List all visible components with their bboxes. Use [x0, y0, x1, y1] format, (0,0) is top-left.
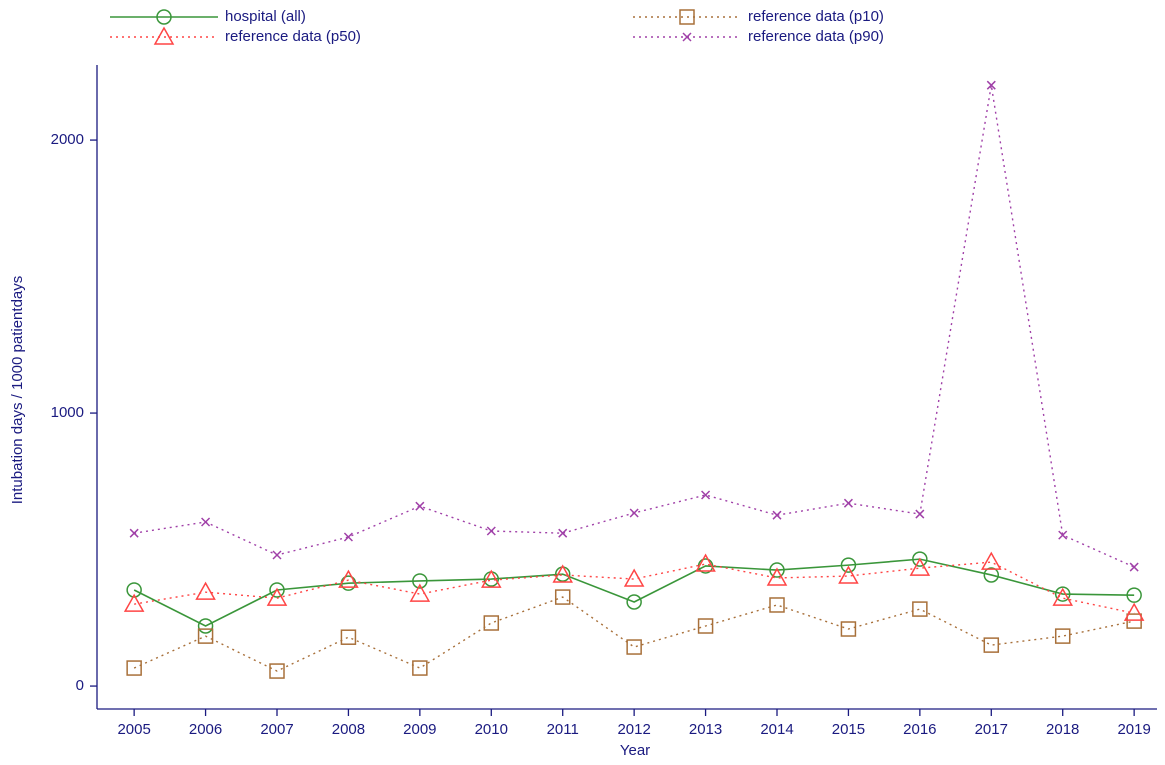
legend-marker [156, 9, 172, 25]
marker [697, 618, 714, 634]
marker [838, 565, 859, 584]
marker [197, 628, 214, 644]
marker [340, 629, 357, 645]
x-tick-label: 2017 [975, 721, 1008, 738]
marker [623, 568, 645, 587]
marker [1058, 530, 1068, 540]
legend-label: reference data (p90) [748, 28, 884, 45]
marker [269, 663, 285, 679]
y-axis-label: Intubation days / 1000 patientdays [9, 276, 26, 505]
marker [552, 564, 573, 583]
x-tick-label: 2005 [117, 721, 150, 738]
x-tick-label: 2006 [189, 721, 222, 738]
marker [983, 567, 1000, 583]
marker [766, 567, 788, 586]
x-tick-label: 2009 [403, 721, 436, 738]
x-tick-label: 2016 [903, 721, 936, 738]
x-tick-label: 2019 [1117, 721, 1150, 738]
marker [415, 501, 425, 511]
legend-label: hospital (all) [225, 8, 306, 25]
marker [986, 80, 996, 90]
marker [981, 551, 1002, 570]
marker [1054, 586, 1071, 602]
x-tick-label: 2013 [689, 721, 722, 738]
marker [843, 498, 853, 508]
marker [626, 594, 642, 610]
marker [129, 528, 139, 538]
x-tick-label: 2018 [1046, 721, 1079, 738]
y-tick-label: 0 [76, 677, 84, 694]
x-axis-label: Year [620, 742, 650, 759]
marker [1052, 587, 1073, 606]
marker [840, 621, 857, 637]
marker [1126, 613, 1142, 629]
marker [701, 490, 711, 500]
marker [486, 526, 496, 536]
marker [481, 569, 502, 588]
marker [1129, 562, 1139, 572]
marker [554, 589, 571, 605]
marker [409, 583, 431, 602]
marker [126, 660, 142, 676]
marker [272, 550, 282, 560]
series-line [134, 561, 1135, 614]
marker [909, 557, 931, 576]
marker [695, 553, 716, 572]
y-tick-label: 1000 [51, 404, 84, 421]
marker [915, 509, 925, 519]
marker [123, 593, 145, 612]
marker [1054, 628, 1071, 644]
marker [412, 660, 428, 676]
legend-label: reference data (p50) [225, 28, 361, 45]
marker [412, 573, 428, 589]
marker [266, 587, 288, 606]
marker [1123, 602, 1145, 621]
marker [912, 551, 928, 567]
marker [338, 569, 359, 588]
marker [772, 510, 782, 520]
marker [769, 562, 785, 578]
y-tick-label: 2000 [51, 131, 84, 148]
series-line [133, 558, 1135, 627]
series-line [133, 596, 1135, 672]
marker [343, 532, 353, 542]
marker [269, 582, 285, 598]
legend-marker [153, 26, 175, 45]
marker [195, 581, 216, 600]
marker [483, 615, 500, 631]
x-tick-label: 2011 [547, 721, 579, 738]
marker [840, 557, 857, 573]
marker [197, 618, 214, 634]
series-line [134, 85, 1135, 568]
x-tick-label: 2015 [832, 721, 865, 738]
marker [983, 637, 1000, 653]
legend-marker [682, 32, 692, 42]
x-tick-label: 2014 [760, 721, 793, 738]
marker [629, 508, 639, 518]
x-tick-label: 2008 [332, 721, 365, 738]
x-tick-label: 2007 [260, 721, 293, 738]
marker [626, 639, 642, 655]
marker [126, 582, 142, 598]
legend-marker [679, 9, 695, 25]
x-tick-label: 2012 [617, 721, 650, 738]
marker [769, 597, 785, 613]
marker [558, 528, 568, 538]
x-tick-label: 2010 [475, 721, 508, 738]
legend-label: reference data (p10) [748, 8, 884, 25]
marker [201, 517, 211, 527]
marker [912, 601, 928, 617]
marker [697, 558, 714, 574]
marker [1126, 587, 1142, 603]
